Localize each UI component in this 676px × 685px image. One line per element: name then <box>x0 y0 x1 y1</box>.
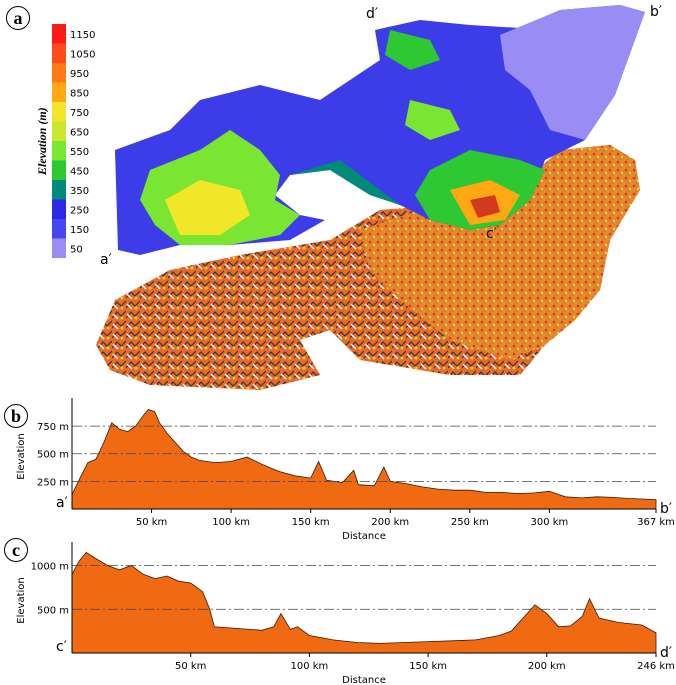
x-tick-label: 150 km <box>292 517 330 528</box>
endpoint-a-label: a′ <box>100 252 112 268</box>
x-tick-label: 367 km <box>637 517 675 528</box>
y-tick-label: 1000 m <box>31 562 69 573</box>
legend-label-750: 750 <box>70 108 89 119</box>
legend-swatch-1050 <box>52 43 66 63</box>
legend-swatch-50 <box>52 238 66 258</box>
elevation-legend: Elevation (m) 1150 1050 950 850 750 650 550 450… <box>35 24 95 258</box>
x-tick-label: 200 km <box>528 661 566 672</box>
legend-label-450: 450 <box>70 167 89 178</box>
y-axis-title: Elevation <box>16 433 27 479</box>
ridge-patch-center <box>405 100 460 140</box>
legend-label-250: 250 <box>70 206 89 217</box>
speckle-relief-layer <box>360 145 640 360</box>
profile-end-label: d′ <box>660 645 672 661</box>
legend-label-1050: 1050 <box>70 50 95 61</box>
profile-start-label: c′ <box>56 639 67 655</box>
x-axis-title: Distance <box>342 675 386 685</box>
panel-label-c: c <box>4 538 28 562</box>
legend-swatch-550 <box>52 141 66 161</box>
highland-summit-east <box>470 195 500 218</box>
profile-area-c <box>71 551 657 654</box>
x-tick-label: 150 km <box>409 661 447 672</box>
legend-swatch-150 <box>52 219 66 239</box>
x-tick-label: 200 km <box>371 517 409 528</box>
legend-label-850: 850 <box>70 89 89 100</box>
x-tick-label: 246 km <box>637 661 675 672</box>
profile-end-label: b′ <box>660 501 672 517</box>
x-tick-label: 50 km <box>175 661 206 672</box>
legend-title: Elevation (m) <box>35 107 49 176</box>
y-tick-label: 500 m <box>37 605 69 616</box>
x-tick-label: 100 km <box>212 517 250 528</box>
legend-swatch-250 <box>52 199 66 219</box>
y-axis-title: Elevation <box>16 577 27 623</box>
endpoint-c-label: c′ <box>486 226 497 242</box>
profile-start-label: a′ <box>56 495 68 511</box>
x-tick-label: 50 km <box>136 517 167 528</box>
legend-label-550: 550 <box>70 147 89 158</box>
legend-label-950: 950 <box>70 69 89 80</box>
panel-label-a: a <box>6 6 30 30</box>
panel-label-b: b <box>4 404 28 428</box>
legend-label-350: 350 <box>70 186 89 197</box>
legend-swatch-750 <box>52 102 66 122</box>
endpoint-b-label: b′ <box>650 4 662 20</box>
highland-peak-west <box>165 180 250 235</box>
legend-label-150: 150 <box>70 225 89 236</box>
y-tick-label: 500 m <box>37 450 69 461</box>
lowland-zone <box>500 5 645 140</box>
profile-area-b <box>71 409 657 510</box>
y-tick-label: 250 m <box>37 477 69 488</box>
x-tick-label: 100 km <box>290 661 328 672</box>
x-tick-label: 250 km <box>451 517 489 528</box>
y-tick-label: 750 m <box>37 422 69 433</box>
legend-label-1150: 1150 <box>70 30 95 41</box>
basin-zone <box>290 160 400 205</box>
elevation-profile-c: 500 m 1000 m 50 km 100 km 150 km 200 km 246 km… <box>16 542 675 685</box>
elevation-map: Elevation (m) 1150 1050 950 850 750 650 550 450… <box>35 4 662 390</box>
legend-swatch-950 <box>52 63 66 83</box>
legend-swatch-850 <box>52 82 66 102</box>
x-axis-title: Distance <box>342 531 386 542</box>
ridge-patch-north <box>385 30 440 70</box>
endpoint-d-label: d′ <box>366 6 378 22</box>
legend-swatch-1150 <box>52 24 66 44</box>
legend-label-50: 50 <box>70 245 83 256</box>
legend-swatch-650 <box>52 121 66 141</box>
legend-label-650: 650 <box>70 128 89 139</box>
x-tick-label: 300 km <box>530 517 568 528</box>
legend-swatch-450 <box>52 160 66 180</box>
legend-swatch-350 <box>52 180 66 200</box>
elevation-profile-b: 250 m 500 m 750 m 50 km 100 km 150 km 200 km 25… <box>16 398 675 542</box>
